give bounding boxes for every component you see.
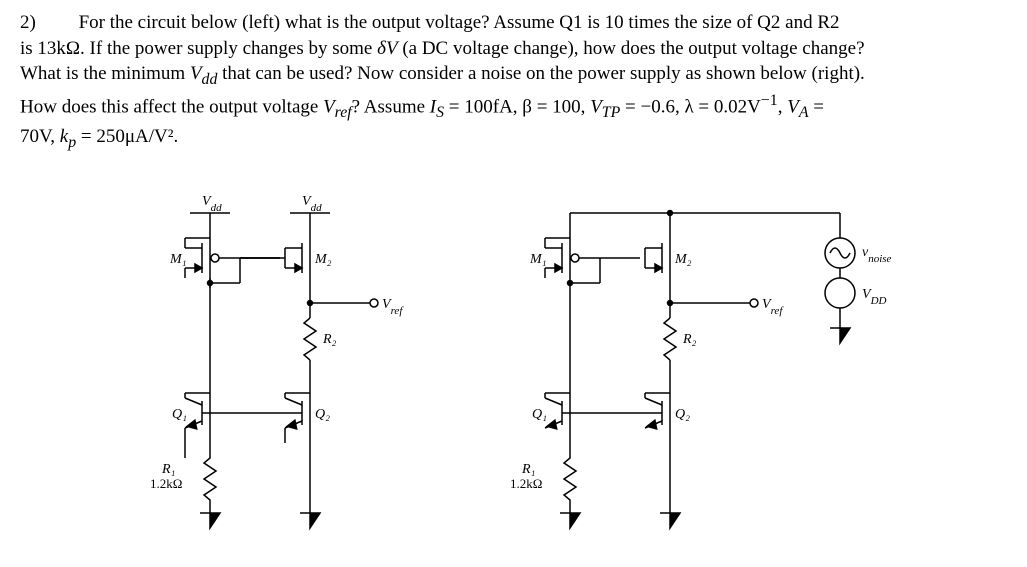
bjt-q2-r — [600, 393, 670, 433]
pmos-m1 — [185, 238, 240, 278]
text: ? Assume — [352, 97, 430, 118]
resistor-r2-r — [664, 303, 676, 393]
text: 70V, — [20, 126, 60, 147]
r1-label: R₁ — [161, 462, 175, 477]
bjt-q1-r — [545, 393, 600, 433]
m2-label-r: M₂ — [674, 252, 692, 267]
problem-number: 2) — [20, 12, 36, 33]
m1-label-r: M₁ — [529, 252, 547, 267]
va-var: V — [787, 97, 799, 118]
text: = 250μA/V². — [76, 126, 178, 147]
is-sub: S — [436, 105, 444, 122]
q2-label: Q₂ — [315, 407, 330, 422]
vref-sub: ref — [335, 105, 352, 122]
resistor-r1 — [204, 443, 216, 513]
vtp-var: V — [590, 97, 602, 118]
m1-label: M₁ — [169, 252, 187, 267]
vdd-label: Vdd — [202, 194, 222, 214]
circuits-container: Vdd M₁ Vdd — [130, 183, 1007, 553]
text: How does this affect the output voltage — [20, 97, 323, 118]
q2-label-r: Q₂ — [675, 407, 690, 422]
m2-label: M₂ — [314, 252, 332, 267]
kp-sub: p — [68, 134, 76, 151]
bjt-q1 — [185, 393, 240, 433]
vref-label: Vref — [382, 297, 404, 317]
vnoise-label: vnoise — [862, 245, 892, 265]
q1-label-r: Q₁ — [532, 407, 547, 422]
vdd-sub: dd — [202, 71, 218, 88]
text: , — [778, 97, 788, 118]
deltaV: δV — [377, 38, 397, 59]
text: is 13kΩ. If the power supply changes by … — [20, 38, 377, 59]
vtp-sub: TP — [602, 105, 620, 122]
r2-label: R₂ — [322, 332, 337, 347]
vref-var: V — [323, 97, 335, 118]
text: (a DC voltage change), how does the outp… — [398, 38, 865, 59]
text: For the circuit below (left) what is the… — [79, 12, 840, 33]
vref-label-r: Vref — [762, 297, 784, 317]
r1-label-r: R₁ — [521, 462, 535, 477]
vdd-var: V — [190, 63, 202, 84]
text: What is the minimum — [20, 63, 190, 84]
resistor-r2 — [304, 303, 316, 393]
bjt-q2 — [240, 393, 310, 433]
q1-label: Q₁ — [172, 407, 187, 422]
r1-value-r: 1.2kΩ — [510, 476, 542, 491]
text: = — [809, 97, 824, 118]
circuit-right: M₁ M₂ Vref R₂ — [490, 183, 930, 553]
resistor-r1-r — [564, 443, 576, 513]
text: that can be used? Now consider a noise o… — [217, 63, 864, 84]
r2-label-r: R₂ — [682, 332, 697, 347]
problem-statement: 2) For the circuit below (left) what is … — [20, 10, 1007, 153]
kp-var: k — [60, 126, 68, 147]
circuit-left: Vdd M₁ Vdd — [130, 183, 430, 553]
vdd-label2: Vdd — [302, 194, 322, 214]
text: = −0.6, λ = 0.02V — [620, 97, 761, 118]
text: = 100fA, β = 100, — [444, 97, 590, 118]
va-sub: A — [799, 105, 809, 122]
pmos-m1-r — [545, 238, 600, 278]
exp: −1 — [761, 92, 778, 109]
pmos-m2-r — [600, 238, 670, 278]
r1-value: 1.2kΩ — [150, 476, 182, 491]
vdd-src-label: VDD — [862, 287, 887, 307]
